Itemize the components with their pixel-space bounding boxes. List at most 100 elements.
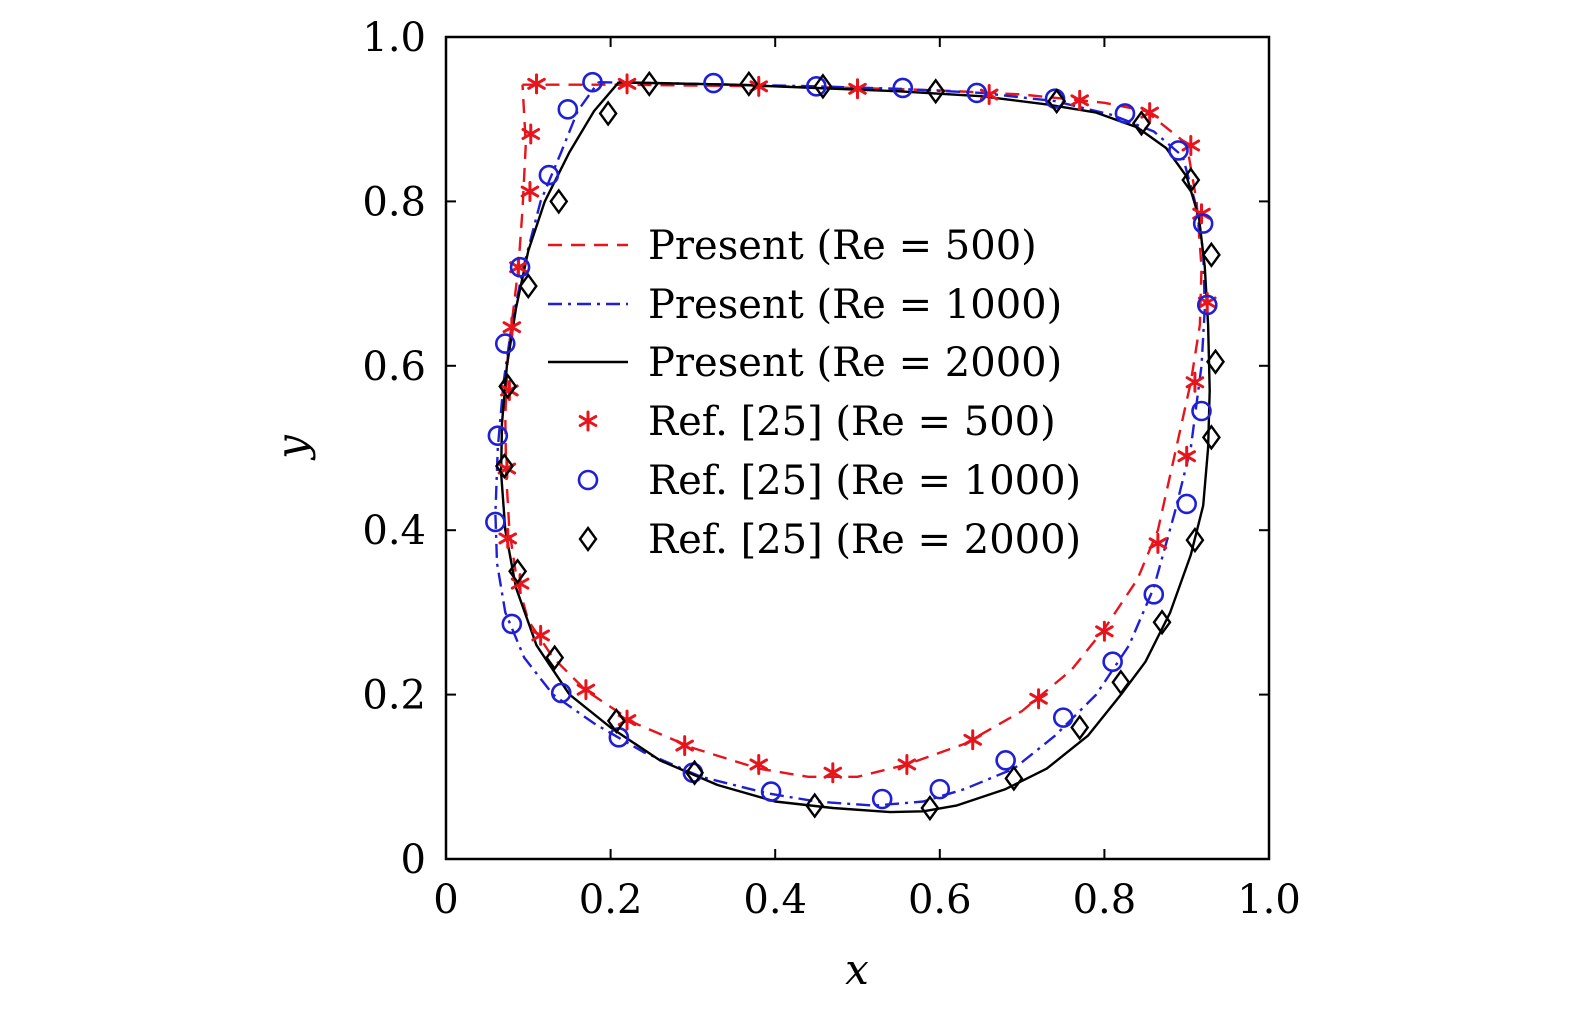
series-4-point-17 — [871, 788, 893, 810]
x-tick-label-1: 0.2 — [579, 877, 643, 923]
marker-layer — [485, 70, 1225, 822]
series-3-point-27 — [502, 316, 522, 338]
y-tick-label-0: 0 — [401, 837, 426, 883]
x-tick-label-4: 0.8 — [1073, 877, 1137, 923]
legend-label-3: Ref. [25] (Re = 500) — [648, 399, 1056, 445]
series-3-point-18 — [749, 753, 769, 775]
series-4-point-26 — [509, 256, 531, 278]
series-3-point-5 — [1070, 89, 1089, 111]
series-3-point-12 — [1148, 532, 1168, 554]
series-3-point-10 — [1185, 371, 1205, 393]
series-3-point-21 — [576, 679, 596, 701]
series-5-point-12 — [1111, 669, 1131, 696]
series-4-point-28 — [557, 99, 579, 120]
series-3-point-30 — [521, 123, 541, 145]
series-5-point-15 — [920, 794, 940, 822]
series-3-point-28 — [509, 256, 528, 278]
series-4-point-15 — [995, 750, 1016, 771]
series-4-point-2 — [806, 76, 827, 97]
series-5-point-2 — [813, 73, 833, 100]
series-3-point-6 — [1140, 102, 1159, 124]
series-3-point-15 — [963, 729, 983, 751]
series-4-point-10 — [1191, 400, 1212, 422]
x-tick-label-5: 1.0 — [1237, 877, 1301, 923]
series-4-point-16 — [929, 778, 951, 800]
x-tick-label-2: 0.4 — [743, 877, 807, 923]
series-3-point-24 — [498, 527, 518, 549]
tick-layer: 0 0.2 0.4 0.6 0.8 1.0 0 0.2 0.4 0.6 0.8 1.0 — [362, 15, 1300, 923]
series-3-point-1 — [617, 73, 637, 95]
series-line-0 — [504, 83, 1203, 778]
series-4-point-13 — [1102, 651, 1123, 673]
series-5-point-10 — [1185, 527, 1205, 554]
series-4-point-25 — [494, 333, 516, 354]
series-4-point-7 — [1168, 140, 1189, 161]
series-5-point-16 — [805, 792, 825, 819]
series-4-point-22 — [501, 613, 523, 635]
series-5-point-19 — [545, 644, 565, 671]
series-4-point-8 — [1192, 213, 1214, 234]
legend-swatch-4 — [577, 469, 599, 491]
legend-label-0: Present (Re = 500) — [648, 223, 1037, 269]
series-4-point-24 — [487, 425, 509, 446]
series-3-point-0 — [527, 73, 546, 95]
series-3-point-17 — [823, 762, 843, 784]
series-3-point-13 — [1095, 620, 1114, 642]
series-5-point-11 — [1152, 609, 1172, 636]
series-4-point-9 — [1196, 294, 1218, 316]
legend: Present (Re = 500) Present (Re = 1000) Pre… — [548, 223, 1081, 563]
series-3-point-3 — [848, 78, 867, 100]
plot-frame — [444, 35, 1271, 861]
series-5-point-1 — [739, 70, 759, 97]
legend-label-1: Present (Re = 1000) — [648, 282, 1062, 328]
series-4-point-27 — [538, 164, 560, 186]
series-3-point-7 — [1181, 135, 1201, 157]
x-tick-label-3: 0.6 — [908, 877, 972, 923]
series-5-point-25 — [598, 100, 618, 127]
series-4-point-1 — [703, 72, 724, 94]
series-line-2 — [499, 81, 1211, 814]
series-5-point-17 — [685, 759, 705, 786]
y-tick-label-4: 0.8 — [362, 179, 426, 225]
series-5-point-20 — [508, 558, 528, 585]
series-5-point-6 — [1181, 166, 1201, 194]
series-5-point-13 — [1070, 714, 1090, 741]
series-5-point-0 — [639, 70, 659, 97]
series-4-point-21 — [550, 682, 572, 704]
series-layer — [494, 81, 1211, 814]
series-5-point-24 — [549, 188, 569, 215]
series-4-point-23 — [485, 511, 506, 533]
series-3-point-11 — [1177, 445, 1196, 467]
series-5-point-23 — [518, 273, 538, 300]
series-5-point-4 — [1047, 88, 1067, 115]
y-tick-label-2: 0.4 — [362, 508, 426, 554]
series-3-point-14 — [1029, 688, 1048, 710]
legend-swatch-5 — [578, 525, 598, 553]
series-5-point-21 — [494, 453, 514, 480]
series-4-point-11 — [1176, 493, 1197, 515]
series-5-point-5 — [1131, 110, 1151, 137]
series-5-point-22 — [498, 373, 518, 400]
series-4-point-18 — [760, 781, 782, 802]
series-3-point-29 — [520, 181, 540, 203]
series-3-point-22 — [531, 624, 550, 646]
legend-label-2: Present (Re = 2000) — [648, 340, 1062, 386]
series-4-point-12 — [1143, 584, 1165, 605]
x-tick-label-0: 0 — [433, 877, 458, 923]
series-5-point-8 — [1206, 348, 1225, 375]
series-line-1 — [494, 81, 1206, 807]
series-5-point-9 — [1201, 424, 1221, 451]
y-tick-label-1: 0.2 — [362, 673, 426, 719]
series-5-point-7 — [1201, 241, 1221, 268]
series-4-point-0 — [582, 71, 603, 93]
series-3-point-16 — [897, 753, 917, 775]
y-tick-label-5: 1.0 — [362, 15, 426, 61]
series-4-point-3 — [892, 77, 914, 99]
legend-label-4: Ref. [25] (Re = 1000) — [648, 458, 1081, 504]
series-5-point-14 — [1004, 765, 1024, 792]
x-axis-label: x — [845, 945, 869, 994]
series-4-point-4 — [966, 82, 988, 104]
y-tick-label-3: 0.6 — [362, 344, 426, 390]
legend-label-5: Ref. [25] (Re = 2000) — [648, 517, 1081, 563]
